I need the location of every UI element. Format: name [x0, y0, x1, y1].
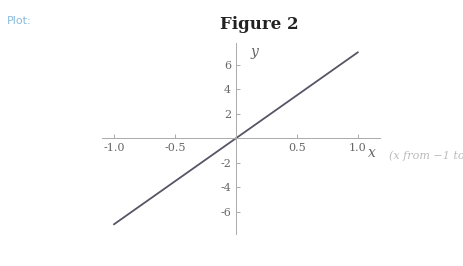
- Text: y: y: [250, 45, 258, 59]
- Text: x: x: [368, 146, 375, 160]
- Text: (x from −1 to 1): (x from −1 to 1): [389, 150, 463, 161]
- Text: Plot:: Plot:: [7, 16, 31, 26]
- Text: Figure 2: Figure 2: [220, 16, 299, 33]
